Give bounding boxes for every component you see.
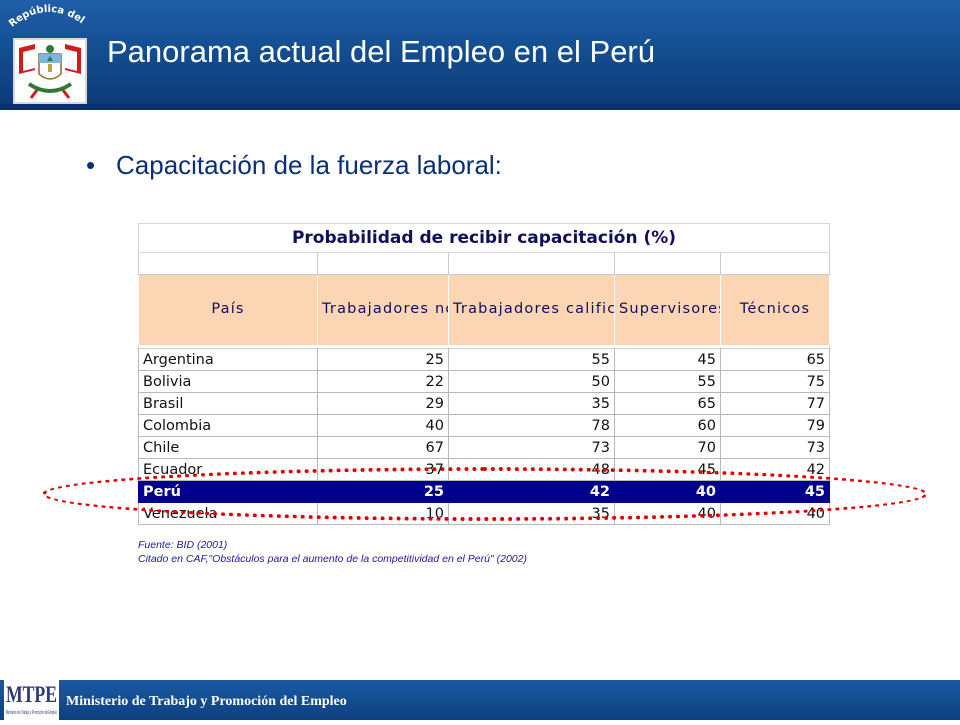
cell-pais: Ecuador [138, 458, 318, 481]
cell-no-calificados: 67 [317, 436, 449, 459]
cell-calificados: 73 [448, 436, 615, 459]
cell-no-calificados: 40 [317, 414, 449, 437]
table-row: Chile 67 73 70 73 [138, 436, 831, 459]
cell-calificados: 35 [448, 392, 615, 415]
svg-text:Ministerio de Trabajo y Promoc: Ministerio de Trabajo y Promoción del Em… [6, 710, 57, 716]
cell-supervisores: 65 [614, 392, 721, 415]
source-line-2: Citado en CAF,"Obstáculos para el aument… [138, 553, 527, 565]
cell-no-calificados: 37 [317, 458, 449, 481]
cell-pais: Argentina [138, 348, 318, 371]
table-body: Argentina 25 55 45 65 Bolivia 22 50 55 75 Brasil 29… [138, 348, 831, 525]
cell-supervisores: 60 [614, 414, 721, 437]
cell-calificados: 42 [448, 480, 615, 503]
cell-tecnicos: 73 [719, 436, 831, 459]
cell-pais: Brasil [138, 392, 318, 415]
cell-no-calificados: 22 [317, 370, 449, 393]
cell-tecnicos: 77 [719, 392, 831, 415]
column-header-supervisores: Supervisores [614, 274, 721, 345]
header-band [0, 0, 960, 110]
cell-tecnicos: 40 [719, 502, 831, 525]
cell-calificados: 55 [448, 348, 615, 371]
cell-no-calificados: 25 [317, 348, 449, 371]
table-row: Colombia 40 78 60 79 [138, 414, 831, 437]
cell-pais: Venezuela [138, 502, 318, 525]
table-row: Perú 25 42 40 45 [138, 480, 831, 503]
cell-supervisores: 40 [614, 502, 721, 525]
table-header-row: País Trabajadores no calificados Trabaja… [138, 274, 831, 345]
svg-text:República del Perú: República del Perú [3, 2, 89, 30]
cell-pais: Perú [138, 480, 318, 503]
cell-supervisores: 55 [614, 370, 721, 393]
flags-emblem-icon [19, 44, 81, 99]
cell-no-calificados: 29 [317, 392, 449, 415]
cell-supervisores: 70 [614, 436, 721, 459]
column-header-calificados: Trabajadores calificados [448, 274, 615, 345]
footer-ministry-name: Ministerio de Trabajo y Promoción del Em… [66, 694, 347, 709]
bullet-text: Capacitación de la fuerza laboral: [116, 150, 502, 180]
cell-tecnicos: 75 [719, 370, 831, 393]
cell-no-calificados: 25 [317, 480, 449, 503]
cell-tecnicos: 42 [719, 458, 831, 481]
cell-supervisores: 45 [614, 458, 721, 481]
table-blank-row [138, 252, 831, 275]
table-title: Probabilidad de recibir capacitación (%) [137, 223, 831, 253]
cell-no-calificados: 10 [317, 502, 449, 525]
table-row: Ecuador 37 48 45 42 [138, 458, 831, 481]
cell-calificados: 35 [448, 502, 615, 525]
mtpe-logo-graphic: MTPE Ministerio de Trabajo y Promoción d… [6, 682, 57, 716]
cell-pais: Bolivia [138, 370, 318, 393]
source-line-1: Fuente: BID (2001) [138, 539, 228, 551]
cell-supervisores: 40 [614, 480, 721, 503]
table-row: Bolivia 22 50 55 75 [138, 370, 831, 393]
cell-tecnicos: 79 [719, 414, 831, 437]
cell-pais: Chile [138, 436, 318, 459]
source-note: Fuente: BID (2001) Citado en CAF,"Obstác… [138, 538, 527, 566]
table-row: Brasil 29 35 65 77 [138, 392, 831, 415]
page-title: Panorama actual del Empleo en el Perú [107, 34, 655, 69]
cell-supervisores: 45 [614, 348, 721, 371]
cell-tecnicos: 45 [719, 480, 831, 503]
bullet-marker: • [86, 150, 96, 180]
cell-calificados: 50 [448, 370, 615, 393]
table-row: Venezuela 10 35 40 40 [138, 502, 831, 525]
cell-pais: Colombia [138, 414, 318, 437]
column-header-no-calificados: Trabajadores no calificados [317, 274, 449, 345]
cell-calificados: 48 [448, 458, 615, 481]
column-header-pais: País [138, 274, 318, 345]
training-probability-table: Probabilidad de recibir capacitación (%)… [137, 223, 831, 525]
column-header-tecnicos: Técnicos [719, 274, 831, 345]
mtpe-logo-icon: MTPE Ministerio de Trabajo y Promoción d… [4, 676, 59, 720]
bullet-item: • Capacitación de la fuerza laboral: [86, 150, 502, 181]
cell-tecnicos: 65 [719, 348, 831, 371]
seal-emblem [13, 38, 87, 104]
svg-text:MTPE: MTPE [6, 682, 57, 707]
seal-arc-text: República del Perú [3, 2, 89, 30]
header-divider [0, 104, 960, 110]
coat-of-arms-icon: República del Perú [3, 2, 89, 106]
table-row: Argentina 25 55 45 65 [138, 348, 831, 371]
footer-bar [0, 680, 960, 720]
cell-calificados: 78 [448, 414, 615, 437]
